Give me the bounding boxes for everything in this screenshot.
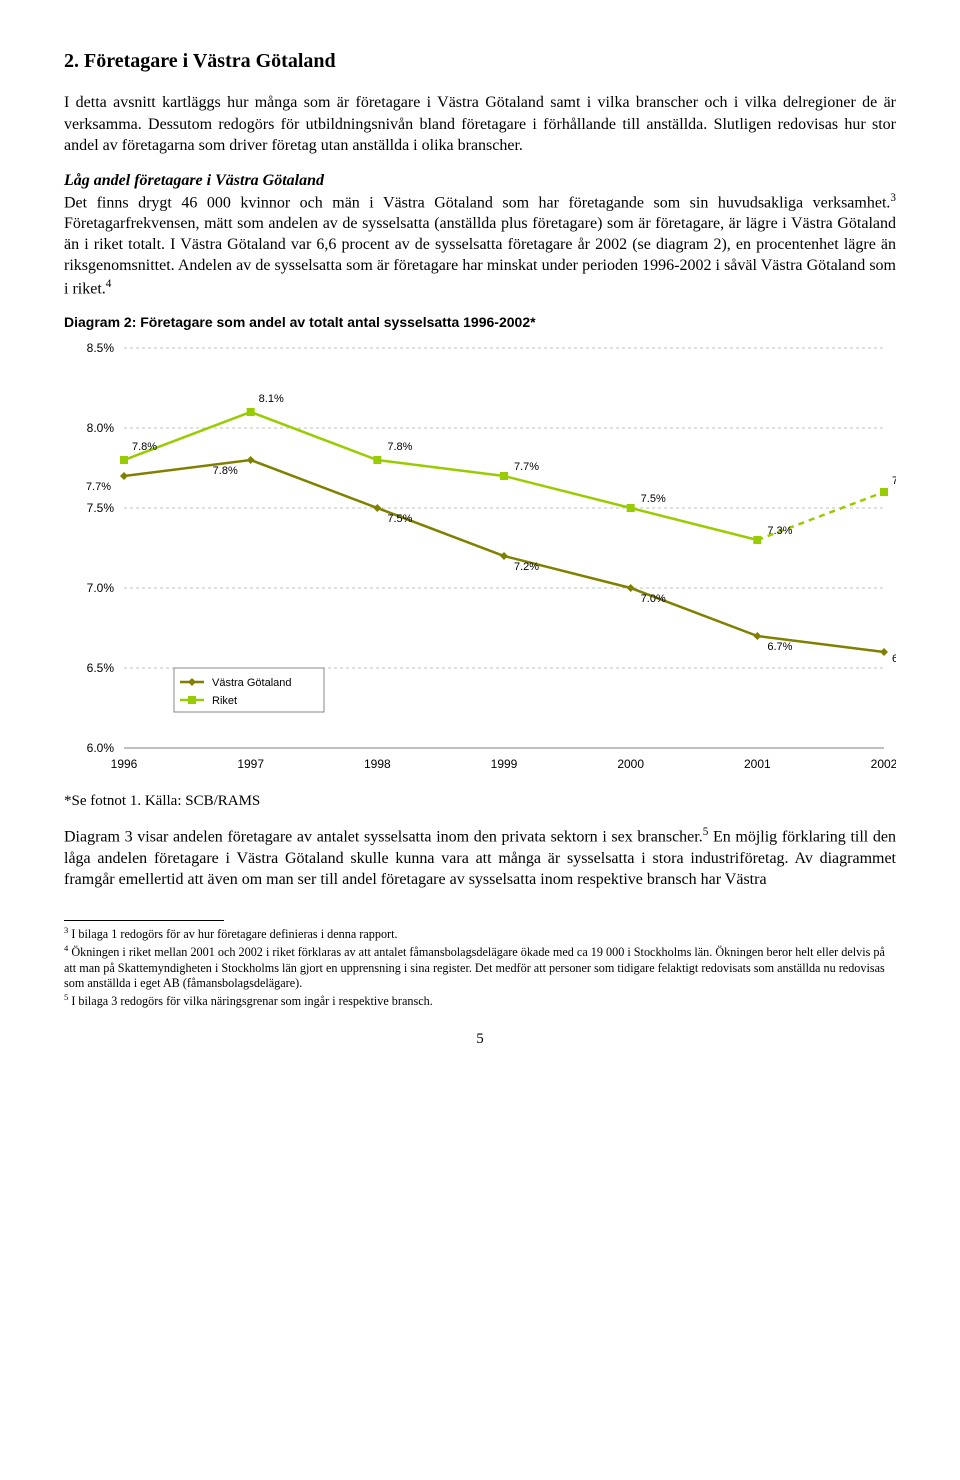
- para2b: Företagarfrekvensen, mätt som andelen av…: [64, 215, 896, 297]
- svg-text:7.5%: 7.5%: [641, 493, 666, 505]
- chart-container: 6.0% 6.5% 7.0% 7.5% 8.0% 8.5% 1996 1997 1998 1999…: [64, 338, 896, 784]
- svg-text:7.6%: 7.6%: [892, 475, 896, 487]
- footnote-ref-4: 4: [106, 278, 112, 290]
- svg-text:6.0%: 6.0%: [87, 741, 115, 755]
- chart-source: *Se fotnot 1. Källa: SCB/RAMS: [64, 792, 896, 812]
- svg-text:7.8%: 7.8%: [213, 465, 238, 477]
- svg-text:7.3%: 7.3%: [767, 525, 792, 537]
- svg-text:7.8%: 7.8%: [132, 441, 157, 453]
- chart-title: Diagram 2: Företagare som andel av total…: [64, 313, 896, 331]
- svg-text:7.0%: 7.0%: [87, 581, 115, 595]
- footnote-5: 5 I bilaga 3 redogörs för vilka näringsg…: [64, 992, 896, 1009]
- footnote-4: 4 Ökningen i riket mellan 2001 och 2002 …: [64, 943, 896, 991]
- svg-text:7.5%: 7.5%: [87, 501, 115, 515]
- svg-text:6.5%: 6.5%: [87, 661, 115, 675]
- svg-text:6.6%: 6.6%: [892, 653, 896, 665]
- footnote-ref-3: 3: [890, 192, 896, 204]
- paragraph-intro: I detta avsnitt kartläggs hur många som …: [64, 92, 896, 155]
- paragraph-subsection: Låg andel företagare i Västra Götaland D…: [64, 170, 896, 299]
- footnote-4-text: Ökningen i riket mellan 2001 och 2002 i …: [64, 945, 885, 990]
- svg-text:1997: 1997: [237, 757, 264, 771]
- svg-text:2002: 2002: [871, 757, 896, 771]
- svg-text:2001: 2001: [744, 757, 771, 771]
- paragraph-3: Diagram 3 visar andelen företagare av an…: [64, 825, 896, 890]
- line-chart: 6.0% 6.5% 7.0% 7.5% 8.0% 8.5% 1996 1997 1998 1999…: [64, 338, 896, 778]
- section-heading: 2. Företagare i Västra Götaland: [64, 48, 896, 74]
- svg-text:6.7%: 6.7%: [767, 641, 792, 653]
- svg-text:8.0%: 8.0%: [87, 421, 115, 435]
- svg-text:8.1%: 8.1%: [259, 393, 284, 405]
- footnotes: 3 I bilaga 1 redogörs för av hur företag…: [64, 925, 896, 1009]
- para2a: Det finns drygt 46 000 kvinnor och män i…: [64, 194, 890, 211]
- svg-text:1996: 1996: [111, 757, 138, 771]
- svg-text:Västra Götaland: Västra Götaland: [212, 677, 292, 689]
- footnote-3-text: I bilaga 1 redogörs för av hur företagar…: [71, 927, 397, 941]
- para3a: Diagram 3 visar andelen företagare av an…: [64, 829, 703, 846]
- svg-text:7.5%: 7.5%: [387, 513, 412, 525]
- page-number: 5: [64, 1030, 896, 1050]
- svg-text:2000: 2000: [617, 757, 644, 771]
- svg-text:1998: 1998: [364, 757, 391, 771]
- footnote-separator: [64, 920, 224, 921]
- footnote-3: 3 I bilaga 1 redogörs för av hur företag…: [64, 925, 896, 942]
- svg-text:7.2%: 7.2%: [514, 561, 539, 573]
- footnote-5-text: I bilaga 3 redogörs för vilka näringsgre…: [71, 994, 432, 1008]
- svg-text:7.7%: 7.7%: [86, 481, 111, 493]
- svg-text:7.8%: 7.8%: [387, 441, 412, 453]
- svg-text:1999: 1999: [491, 757, 518, 771]
- svg-text:7.7%: 7.7%: [514, 461, 539, 473]
- svg-text:7.0%: 7.0%: [641, 593, 666, 605]
- svg-text:8.5%: 8.5%: [87, 341, 115, 355]
- svg-text:Riket: Riket: [212, 695, 237, 707]
- subsection-title: Låg andel företagare i Västra Götaland: [64, 172, 324, 189]
